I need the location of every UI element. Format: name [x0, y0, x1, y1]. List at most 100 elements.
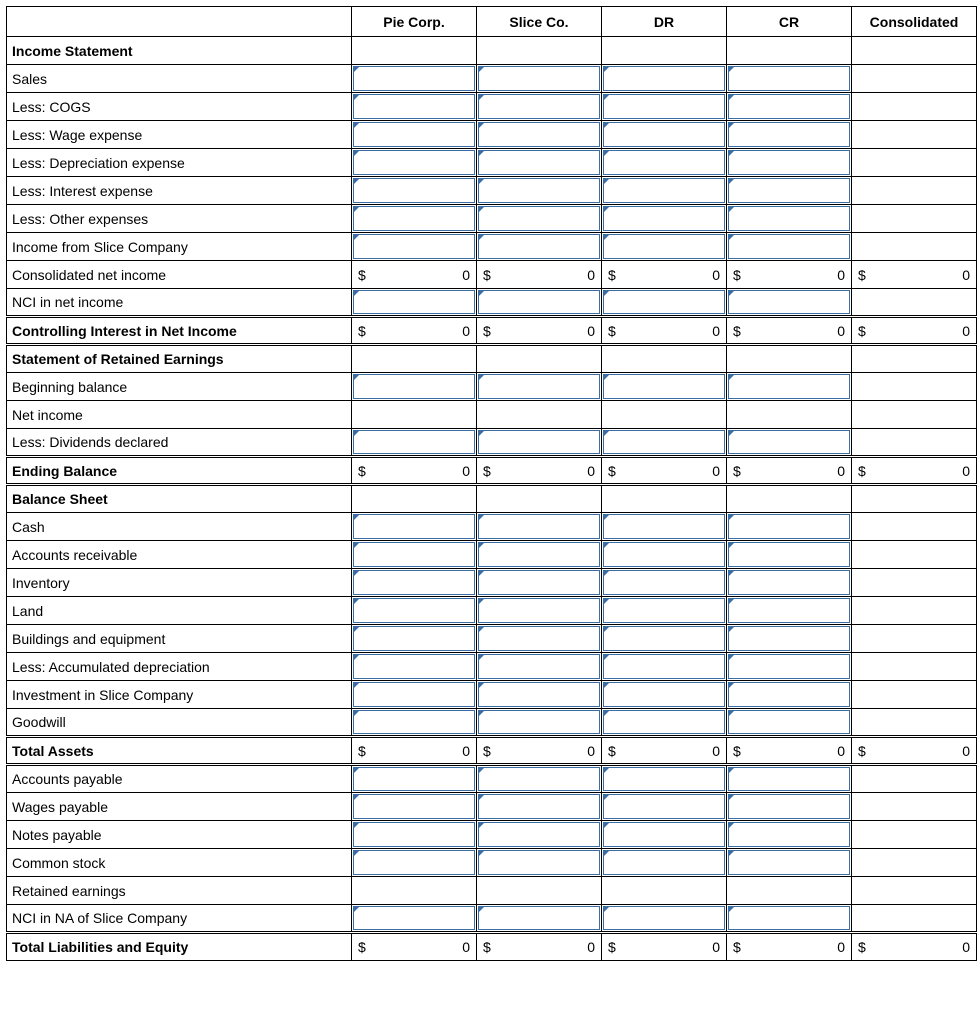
worksheet-input[interactable]	[603, 626, 725, 651]
worksheet-input[interactable]	[353, 570, 475, 595]
worksheet-input[interactable]	[728, 822, 850, 847]
worksheet-input[interactable]	[478, 626, 600, 651]
worksheet-input[interactable]	[728, 290, 850, 314]
worksheet-input[interactable]	[353, 374, 475, 399]
input-cell	[352, 149, 477, 177]
worksheet-input[interactable]	[728, 66, 850, 91]
worksheet-input[interactable]	[478, 430, 600, 454]
worksheet-input[interactable]	[353, 710, 475, 734]
worksheet-input[interactable]	[603, 598, 725, 623]
worksheet-input[interactable]	[478, 682, 600, 707]
worksheet-input[interactable]	[603, 178, 725, 203]
worksheet-input[interactable]	[478, 822, 600, 847]
worksheet-input[interactable]	[478, 654, 600, 679]
currency-amount: 0	[587, 463, 595, 479]
worksheet-input[interactable]	[728, 682, 850, 707]
worksheet-input[interactable]	[353, 794, 475, 819]
worksheet-input[interactable]	[353, 514, 475, 539]
worksheet-input[interactable]	[353, 598, 475, 623]
worksheet-input[interactable]	[728, 794, 850, 819]
worksheet-input[interactable]	[603, 234, 725, 259]
worksheet-input[interactable]	[353, 66, 475, 91]
worksheet-input[interactable]	[603, 150, 725, 175]
worksheet-input[interactable]	[728, 234, 850, 259]
worksheet-input[interactable]	[603, 122, 725, 147]
input-cell	[352, 821, 477, 849]
input-cell	[602, 597, 727, 625]
worksheet-input[interactable]	[353, 906, 475, 930]
worksheet-input[interactable]	[603, 906, 725, 930]
worksheet-input[interactable]	[603, 290, 725, 314]
worksheet-input[interactable]	[353, 178, 475, 203]
worksheet-input[interactable]	[728, 906, 850, 930]
worksheet-input[interactable]	[478, 206, 600, 231]
worksheet-input[interactable]	[603, 570, 725, 595]
worksheet-input[interactable]	[478, 514, 600, 539]
worksheet-input[interactable]	[353, 206, 475, 231]
worksheet-input[interactable]	[603, 66, 725, 91]
worksheet-input[interactable]	[353, 94, 475, 119]
worksheet-input[interactable]	[478, 150, 600, 175]
worksheet-input[interactable]	[353, 682, 475, 707]
worksheet-input[interactable]	[478, 374, 600, 399]
worksheet-input[interactable]	[478, 542, 600, 567]
worksheet-input[interactable]	[728, 150, 850, 175]
worksheet-input[interactable]	[603, 206, 725, 231]
worksheet-input[interactable]	[478, 66, 600, 91]
worksheet-input[interactable]	[728, 626, 850, 651]
worksheet-input[interactable]	[728, 122, 850, 147]
worksheet-input[interactable]	[353, 654, 475, 679]
worksheet-input[interactable]	[603, 654, 725, 679]
worksheet-input[interactable]	[478, 122, 600, 147]
worksheet-input[interactable]	[353, 430, 475, 454]
worksheet-input[interactable]	[728, 710, 850, 734]
worksheet-input[interactable]	[603, 710, 725, 734]
worksheet-input[interactable]	[603, 514, 725, 539]
worksheet-input[interactable]	[353, 767, 475, 791]
input-cell	[727, 121, 852, 149]
worksheet-input[interactable]	[603, 374, 725, 399]
worksheet-input[interactable]	[728, 94, 850, 119]
worksheet-input[interactable]	[728, 178, 850, 203]
worksheet-input[interactable]	[478, 850, 600, 875]
worksheet-input[interactable]	[353, 626, 475, 651]
worksheet-input[interactable]	[603, 850, 725, 875]
worksheet-input[interactable]	[478, 570, 600, 595]
worksheet-input[interactable]	[478, 234, 600, 259]
worksheet-input[interactable]	[478, 767, 600, 791]
worksheet-input[interactable]	[728, 542, 850, 567]
worksheet-input[interactable]	[353, 542, 475, 567]
worksheet-input[interactable]	[478, 290, 600, 314]
worksheet-input[interactable]	[478, 710, 600, 734]
worksheet-input[interactable]	[353, 850, 475, 875]
worksheet-input[interactable]	[353, 234, 475, 259]
worksheet-input[interactable]	[478, 598, 600, 623]
worksheet-input[interactable]	[603, 767, 725, 791]
worksheet-input[interactable]	[353, 290, 475, 314]
worksheet-input[interactable]	[353, 150, 475, 175]
worksheet-input[interactable]	[728, 430, 850, 454]
worksheet-input[interactable]	[728, 206, 850, 231]
worksheet-input[interactable]	[603, 94, 725, 119]
worksheet-input[interactable]	[728, 374, 850, 399]
worksheet-input[interactable]	[603, 794, 725, 819]
worksheet-input[interactable]	[603, 682, 725, 707]
input-cell	[477, 233, 602, 261]
worksheet-input[interactable]	[728, 850, 850, 875]
worksheet-input[interactable]	[353, 822, 475, 847]
worksheet-input[interactable]	[728, 767, 850, 791]
worksheet-input[interactable]	[728, 598, 850, 623]
worksheet-input[interactable]	[478, 794, 600, 819]
worksheet-input[interactable]	[728, 654, 850, 679]
worksheet-input[interactable]	[353, 122, 475, 147]
worksheet-input[interactable]	[478, 906, 600, 930]
worksheet-input[interactable]	[478, 178, 600, 203]
worksheet-input[interactable]	[603, 542, 725, 567]
worksheet-input[interactable]	[728, 570, 850, 595]
worksheet-input[interactable]	[728, 514, 850, 539]
worksheet-input[interactable]	[478, 94, 600, 119]
worksheet-input[interactable]	[603, 430, 725, 454]
input-cell	[477, 793, 602, 821]
worksheet-input[interactable]	[603, 822, 725, 847]
empty-cell	[602, 485, 727, 513]
